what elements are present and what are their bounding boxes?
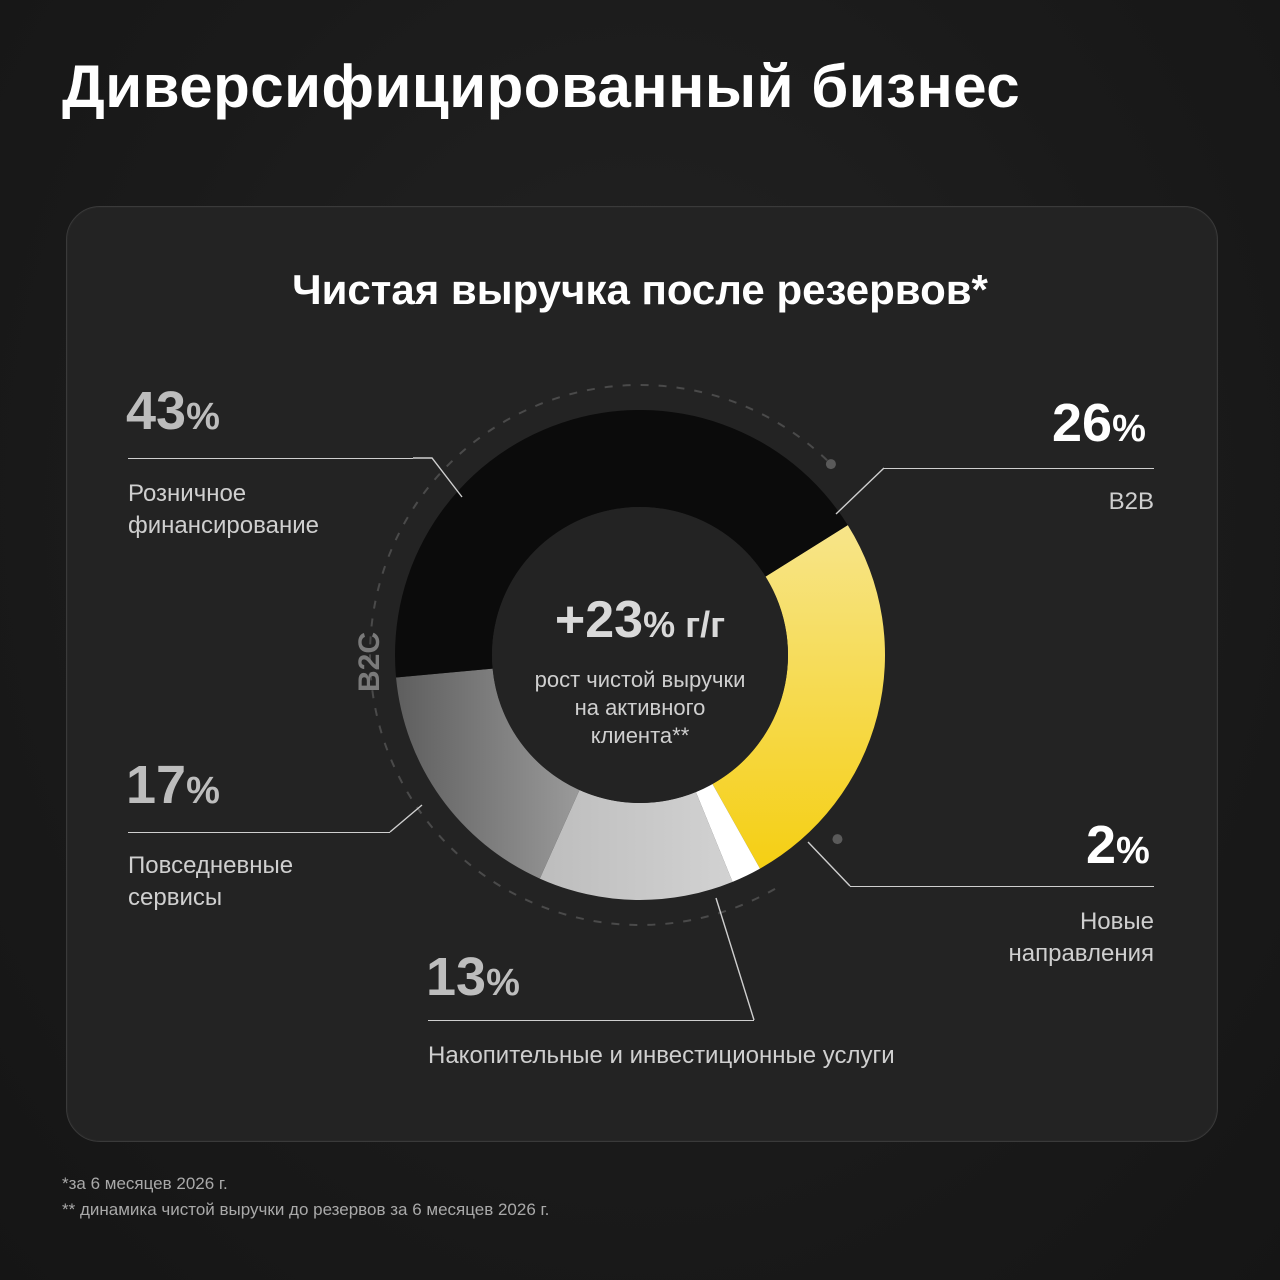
b2b-sign: % [1112,408,1146,450]
center-caption-line-2: на активного [574,695,706,720]
b2b-label: B2B [1054,486,1154,518]
orbit-dot-top [825,459,836,470]
donut-slice-3 [396,668,580,879]
savings-sign: % [486,962,520,1004]
retail-sign: % [186,396,220,438]
center-caption-line-1: рост чистой выручки [534,667,746,692]
new-sign: % [1116,830,1150,872]
new-label: Новые направления [954,906,1155,970]
savings-value: 13 [426,947,487,1007]
retail-value: 43 [126,381,187,441]
center-caption-line-3: клиента** [590,723,690,748]
chart-title: Чистая выручка после резервов* [292,266,988,313]
footnote-2: ** динамика чистой выручки до резервов з… [62,1200,550,1219]
daily-rule [128,832,390,833]
new-value: 2 [1086,815,1117,875]
daily-label: Повседневные сервисы [128,850,293,914]
b2c-group-label: B2C [353,632,386,693]
savings-rule [428,1020,754,1021]
center-growth-value: +23 [554,591,644,649]
b2b-value: 26 [1052,393,1113,453]
new-label-line-2: направления [1008,940,1155,967]
daily-sign: % [186,770,220,812]
retail-percent: 43% [126,380,220,442]
daily-label-line-1: Повседневные [128,852,294,879]
donut-slice-4 [395,410,848,678]
donut-hole [492,507,788,803]
b2b-percent: 26% [1052,392,1146,454]
new-label-line-1: Новые [1079,908,1154,935]
retail-rule [128,458,413,459]
b2b-leader-line [835,467,885,515]
retail-label-line-1: Розничное [128,480,247,507]
daily-value: 17 [126,755,187,815]
b2c-orbit-arc [369,384,832,926]
savings-leader-line [715,897,755,1021]
footnote-1: *за 6 месяцев 2026 г. [62,1174,228,1193]
donut-slice-1 [695,784,760,882]
retail-leader-line [413,457,463,498]
new-rule [850,886,1154,887]
retail-label-line-2: финансирование [128,512,319,539]
orbit-dot-bottom [832,834,843,845]
daily-label-line-2: сервисы [128,884,223,911]
center-caption: рост чистой выручки на активного клиента… [500,666,780,750]
b2b-label-line-1: B2B [1108,488,1154,515]
retail-label: Розничное финансирование [128,478,319,542]
new-leader-line [807,841,851,887]
savings-label-line-1: Накопительные и инвестиционные услуги [428,1042,895,1069]
center-growth: +23% г/г [490,590,790,650]
new-percent: 2% [1086,814,1150,876]
b2b-rule [884,468,1154,469]
donut-slice-2 [539,790,733,900]
savings-label: Накопительные и инвестиционные услуги [428,1040,895,1072]
center-growth-unit: % г/г [643,604,726,645]
donut-slice-0 [712,525,885,869]
page-title: Диверсифицированный бизнес [62,53,1021,120]
daily-leader-line [389,804,423,833]
savings-percent: 13% [426,946,520,1008]
daily-percent: 17% [126,754,220,816]
